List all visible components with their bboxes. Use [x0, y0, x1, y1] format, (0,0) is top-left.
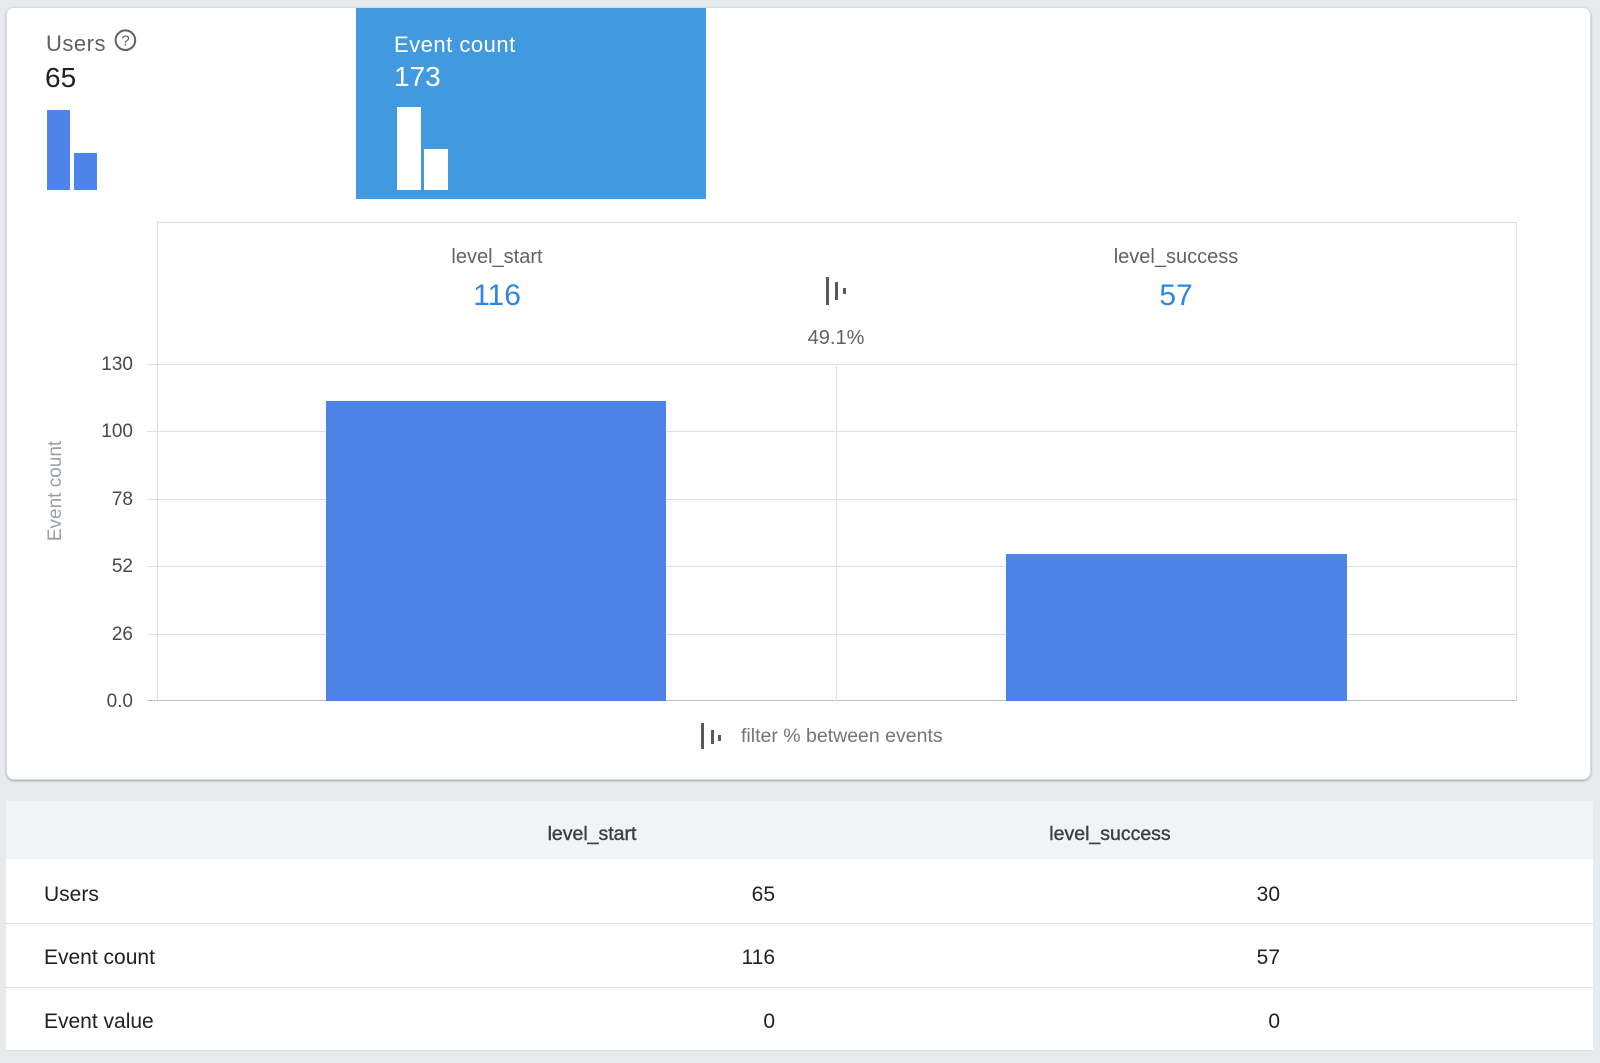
svg-text:?: ? — [121, 33, 129, 50]
